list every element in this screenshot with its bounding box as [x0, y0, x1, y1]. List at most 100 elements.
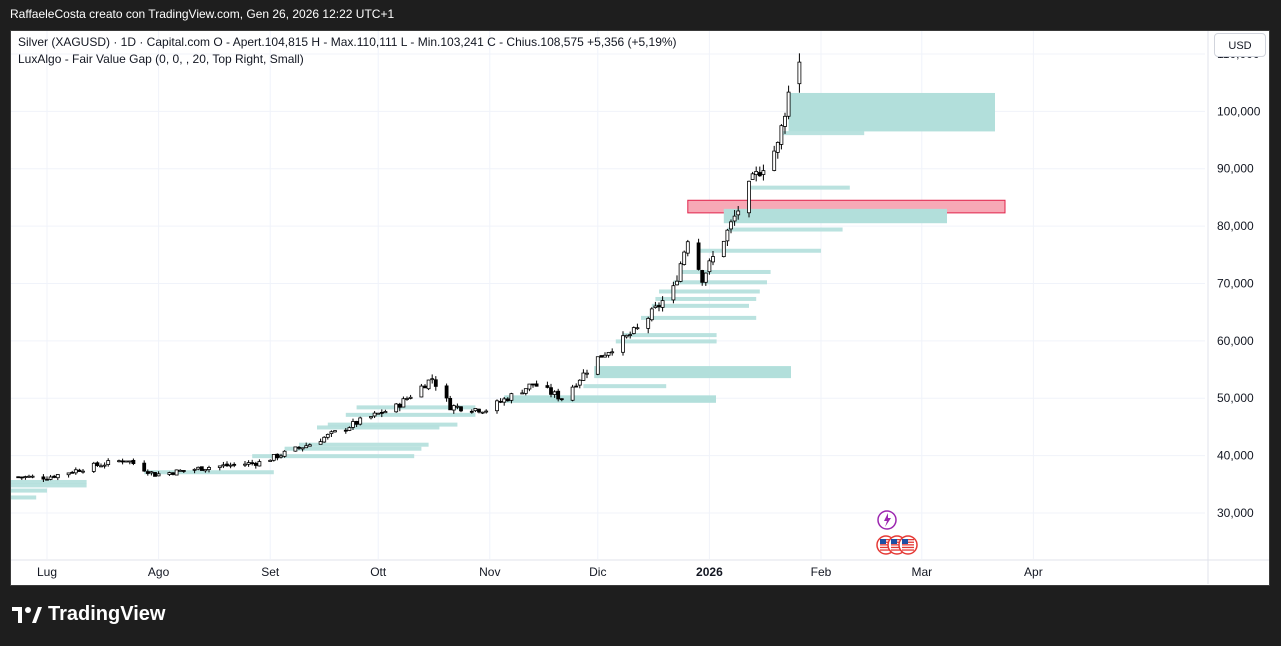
candle-bearish [153, 472, 157, 477]
candle-bearish [70, 471, 75, 474]
fvg-mitigated-line [583, 384, 667, 389]
candle-bullish [333, 430, 337, 433]
fvg-mitigated-line [680, 269, 771, 274]
candle-bullish [610, 351, 615, 354]
candle-bearish [16, 476, 21, 479]
candle-bullish [304, 445, 309, 449]
price-tick-label: 50,000 [1217, 391, 1254, 405]
candle-bullish [754, 171, 759, 176]
candle-bullish [55, 474, 60, 479]
fvg-mitigated-line [655, 296, 757, 301]
candle-bullish [729, 221, 733, 230]
candle-bullish [502, 398, 507, 403]
candle-bullish [480, 411, 485, 414]
candle-bullish [775, 142, 780, 153]
candle-bullish [228, 464, 233, 467]
fvg-mitigated-line [11, 483, 87, 488]
candle-bullish [221, 464, 226, 467]
candle-bullish [117, 460, 121, 463]
time-tick-label: Dic [589, 565, 606, 579]
candle-bullish [682, 251, 687, 265]
tradingview-logo-text: TradingView [48, 603, 166, 625]
candle-bullish [376, 412, 381, 415]
symbol-legend[interactable]: Silver (XAGUSD) · 1D · Capital.com O - A… [18, 35, 677, 49]
fvg-bullish-zone [504, 395, 716, 403]
candle-bearish [477, 408, 481, 413]
candle-bearish [397, 403, 402, 408]
candle-bearish [131, 459, 136, 464]
tradingview-logo[interactable]: TradingView [12, 603, 165, 626]
time-tick-label: Mar [911, 565, 932, 579]
candle-bullish [786, 91, 791, 117]
candle-bullish [124, 460, 129, 463]
fvg-mitigated-line [749, 185, 850, 190]
candle-bullish [351, 421, 355, 428]
candle-bullish [646, 317, 651, 329]
candle-bearish [700, 270, 705, 283]
price-tick-label: 30,000 [1217, 506, 1254, 520]
time-tick-label: Lug [37, 565, 57, 579]
candle-bullish [318, 441, 323, 445]
candle-bullish [322, 436, 327, 443]
candle-bullish [369, 416, 373, 419]
candle-bearish [145, 471, 150, 474]
candle-bullish [484, 410, 489, 413]
candle-bearish [559, 398, 564, 401]
price-tick-label: 80,000 [1217, 219, 1254, 233]
candle-bearish [77, 469, 82, 472]
candle-bullish [347, 427, 352, 431]
candle-bearish [45, 478, 49, 481]
candle-bullish [372, 412, 377, 417]
candle-bearish [199, 466, 204, 471]
candle-bullish [167, 472, 172, 475]
time-tick-label: Ott [370, 565, 387, 579]
price-tick-label: 40,000 [1217, 449, 1254, 463]
currency-button[interactable]: USD [1214, 33, 1266, 57]
fvg-mitigated-line [641, 315, 757, 320]
candle-bearish [757, 172, 762, 177]
price-tick-label: 100,000 [1217, 104, 1261, 118]
candle-bearish [599, 355, 604, 358]
fvg-bullish-zone [723, 208, 947, 224]
candle-bearish [534, 383, 539, 387]
candle-bullish [761, 170, 766, 175]
indicator-legend[interactable]: LuxAlgo - Fair Value Gap (0, 0, , 20, To… [18, 52, 304, 66]
candle-bullish [419, 385, 424, 398]
fvg-mitigated-line [698, 248, 821, 253]
candle-bullish [783, 115, 787, 127]
candle-bullish [91, 462, 96, 472]
fvg-mitigated-line [345, 412, 476, 417]
candle-bullish [178, 469, 183, 472]
candle-bullish [685, 241, 690, 254]
candle-bullish [358, 417, 363, 425]
candle-bullish [509, 393, 514, 401]
candle-bearish [505, 398, 510, 402]
candle-bullish [721, 240, 726, 258]
candle-bearish [171, 472, 175, 475]
chart-panel[interactable] [10, 30, 1270, 586]
fvg-mitigated-line [11, 495, 37, 500]
candle-bullish [268, 459, 273, 462]
candle-bearish [469, 410, 474, 413]
tradingview-logo-icon [12, 606, 42, 623]
time-tick-label: Apr [1024, 565, 1043, 579]
candle-bullish [653, 305, 658, 308]
lightning-event-icon [884, 513, 891, 527]
candle-bullish [30, 475, 35, 478]
time-tick-label: Set [261, 565, 280, 579]
candle-bullish [300, 447, 305, 450]
fvg-mitigated-line [615, 339, 717, 344]
candle-bullish [581, 372, 586, 381]
candle-bullish [772, 150, 777, 171]
chart-header-title: RaffaeleCosta creato con TradingView.com… [10, 7, 395, 21]
candle-bearish [498, 400, 503, 403]
candle-bullish [527, 383, 532, 390]
fvg-mitigated-line [651, 303, 749, 308]
candle-bullish [192, 468, 197, 471]
candle-bearish [448, 397, 453, 411]
candle-bullish [750, 173, 755, 180]
candle-bearish [95, 462, 100, 466]
candle-bullish [703, 272, 708, 283]
candle-bullish [207, 467, 211, 470]
